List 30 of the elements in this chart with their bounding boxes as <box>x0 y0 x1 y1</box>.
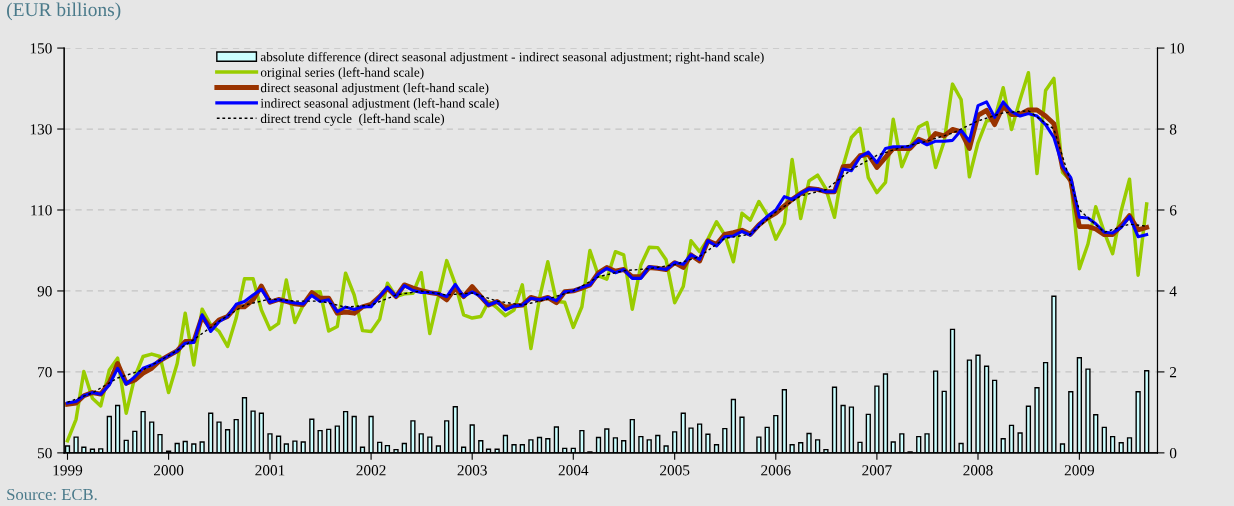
source-note: Source: ECB. <box>7 488 97 501</box>
legend-label: direct seasonal adjustment (left-hand scale) <box>260 82 489 95</box>
y-tick-label: 70 <box>38 367 52 378</box>
x-tick-label: 2009 <box>1064 465 1095 476</box>
x-tick-label: 2006 <box>761 465 791 476</box>
x-tick-label: 2003 <box>457 465 487 476</box>
y2-tick-label: 8 <box>1169 124 1177 135</box>
y2-tick-label: 2 <box>1169 367 1177 378</box>
legend-label: direct trend cycle (left-hand scale) <box>260 113 445 126</box>
legend-label: original series (left-hand scale) <box>260 67 424 80</box>
x-tick-label: 2008 <box>963 465 993 476</box>
y2-tick-label: 4 <box>1169 286 1177 297</box>
x-tick-label: 2005 <box>660 465 690 476</box>
x-tick-label: 2004 <box>558 465 589 476</box>
y2-tick-label: 6 <box>1169 205 1177 216</box>
x-tick-label: 2002 <box>356 465 386 476</box>
x-tick-label: 2000 <box>153 465 184 476</box>
y-tick-label: 130 <box>30 124 52 135</box>
x-tick-label: 1999 <box>53 465 83 476</box>
y2-tick-label: 10 <box>1170 43 1184 54</box>
y-tick-label: 50 <box>37 448 52 459</box>
y-tick-label: 90 <box>37 286 52 297</box>
x-tick-label: 2007 <box>862 465 892 476</box>
y-tick-label: 110 <box>31 205 52 216</box>
y-axis-title: (EUR billions) <box>7 2 121 21</box>
y-tick-label: 150 <box>30 43 52 54</box>
x-tick-label: 2001 <box>255 465 285 476</box>
legend-label: indirect seasonal adjustment (left-hand scale) <box>260 98 499 111</box>
legend-label: absolute difference (direct seasonal adjustment - indirect seasonal adjustment; right-hand scale) <box>260 51 764 65</box>
y2-tick-label: 0 <box>1169 448 1177 459</box>
